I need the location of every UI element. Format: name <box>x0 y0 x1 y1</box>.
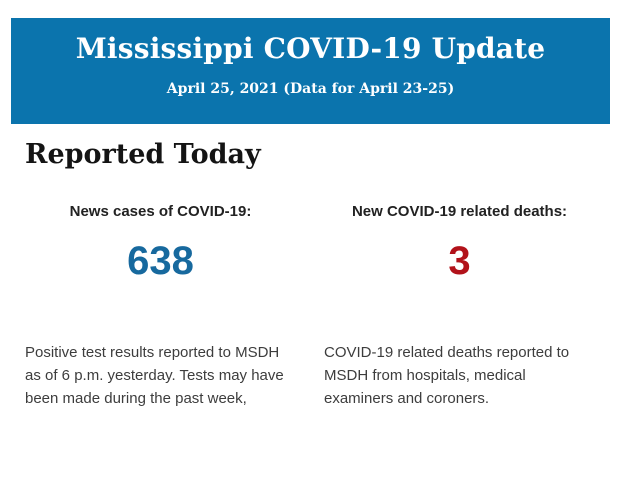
new-deaths-note: COVID-19 related deaths reported to MSDH… <box>324 344 570 408</box>
new-deaths-label: New COVID-19 related deaths: <box>351 203 568 221</box>
header-banner: Mississippi COVID-19 Update April 25, 20… <box>11 18 610 124</box>
report-body: Reported Today News cases of COVID-19: N… <box>0 139 620 410</box>
stats-grid: News cases of COVID-19: New COVID-19 rel… <box>25 203 595 410</box>
section-title-reported-today: Reported Today <box>25 139 261 170</box>
new-cases-note: Positive test results reported to MSDH a… <box>25 344 284 408</box>
new-cases-label: News cases of COVID-19: <box>69 203 252 221</box>
page-title: Mississippi COVID-19 Update <box>75 32 546 65</box>
new-deaths-value: 3 <box>448 239 471 284</box>
new-cases-value: 638 <box>127 239 194 284</box>
header-date-subtitle: April 25, 2021 (Data for April 23-25) <box>166 81 455 97</box>
